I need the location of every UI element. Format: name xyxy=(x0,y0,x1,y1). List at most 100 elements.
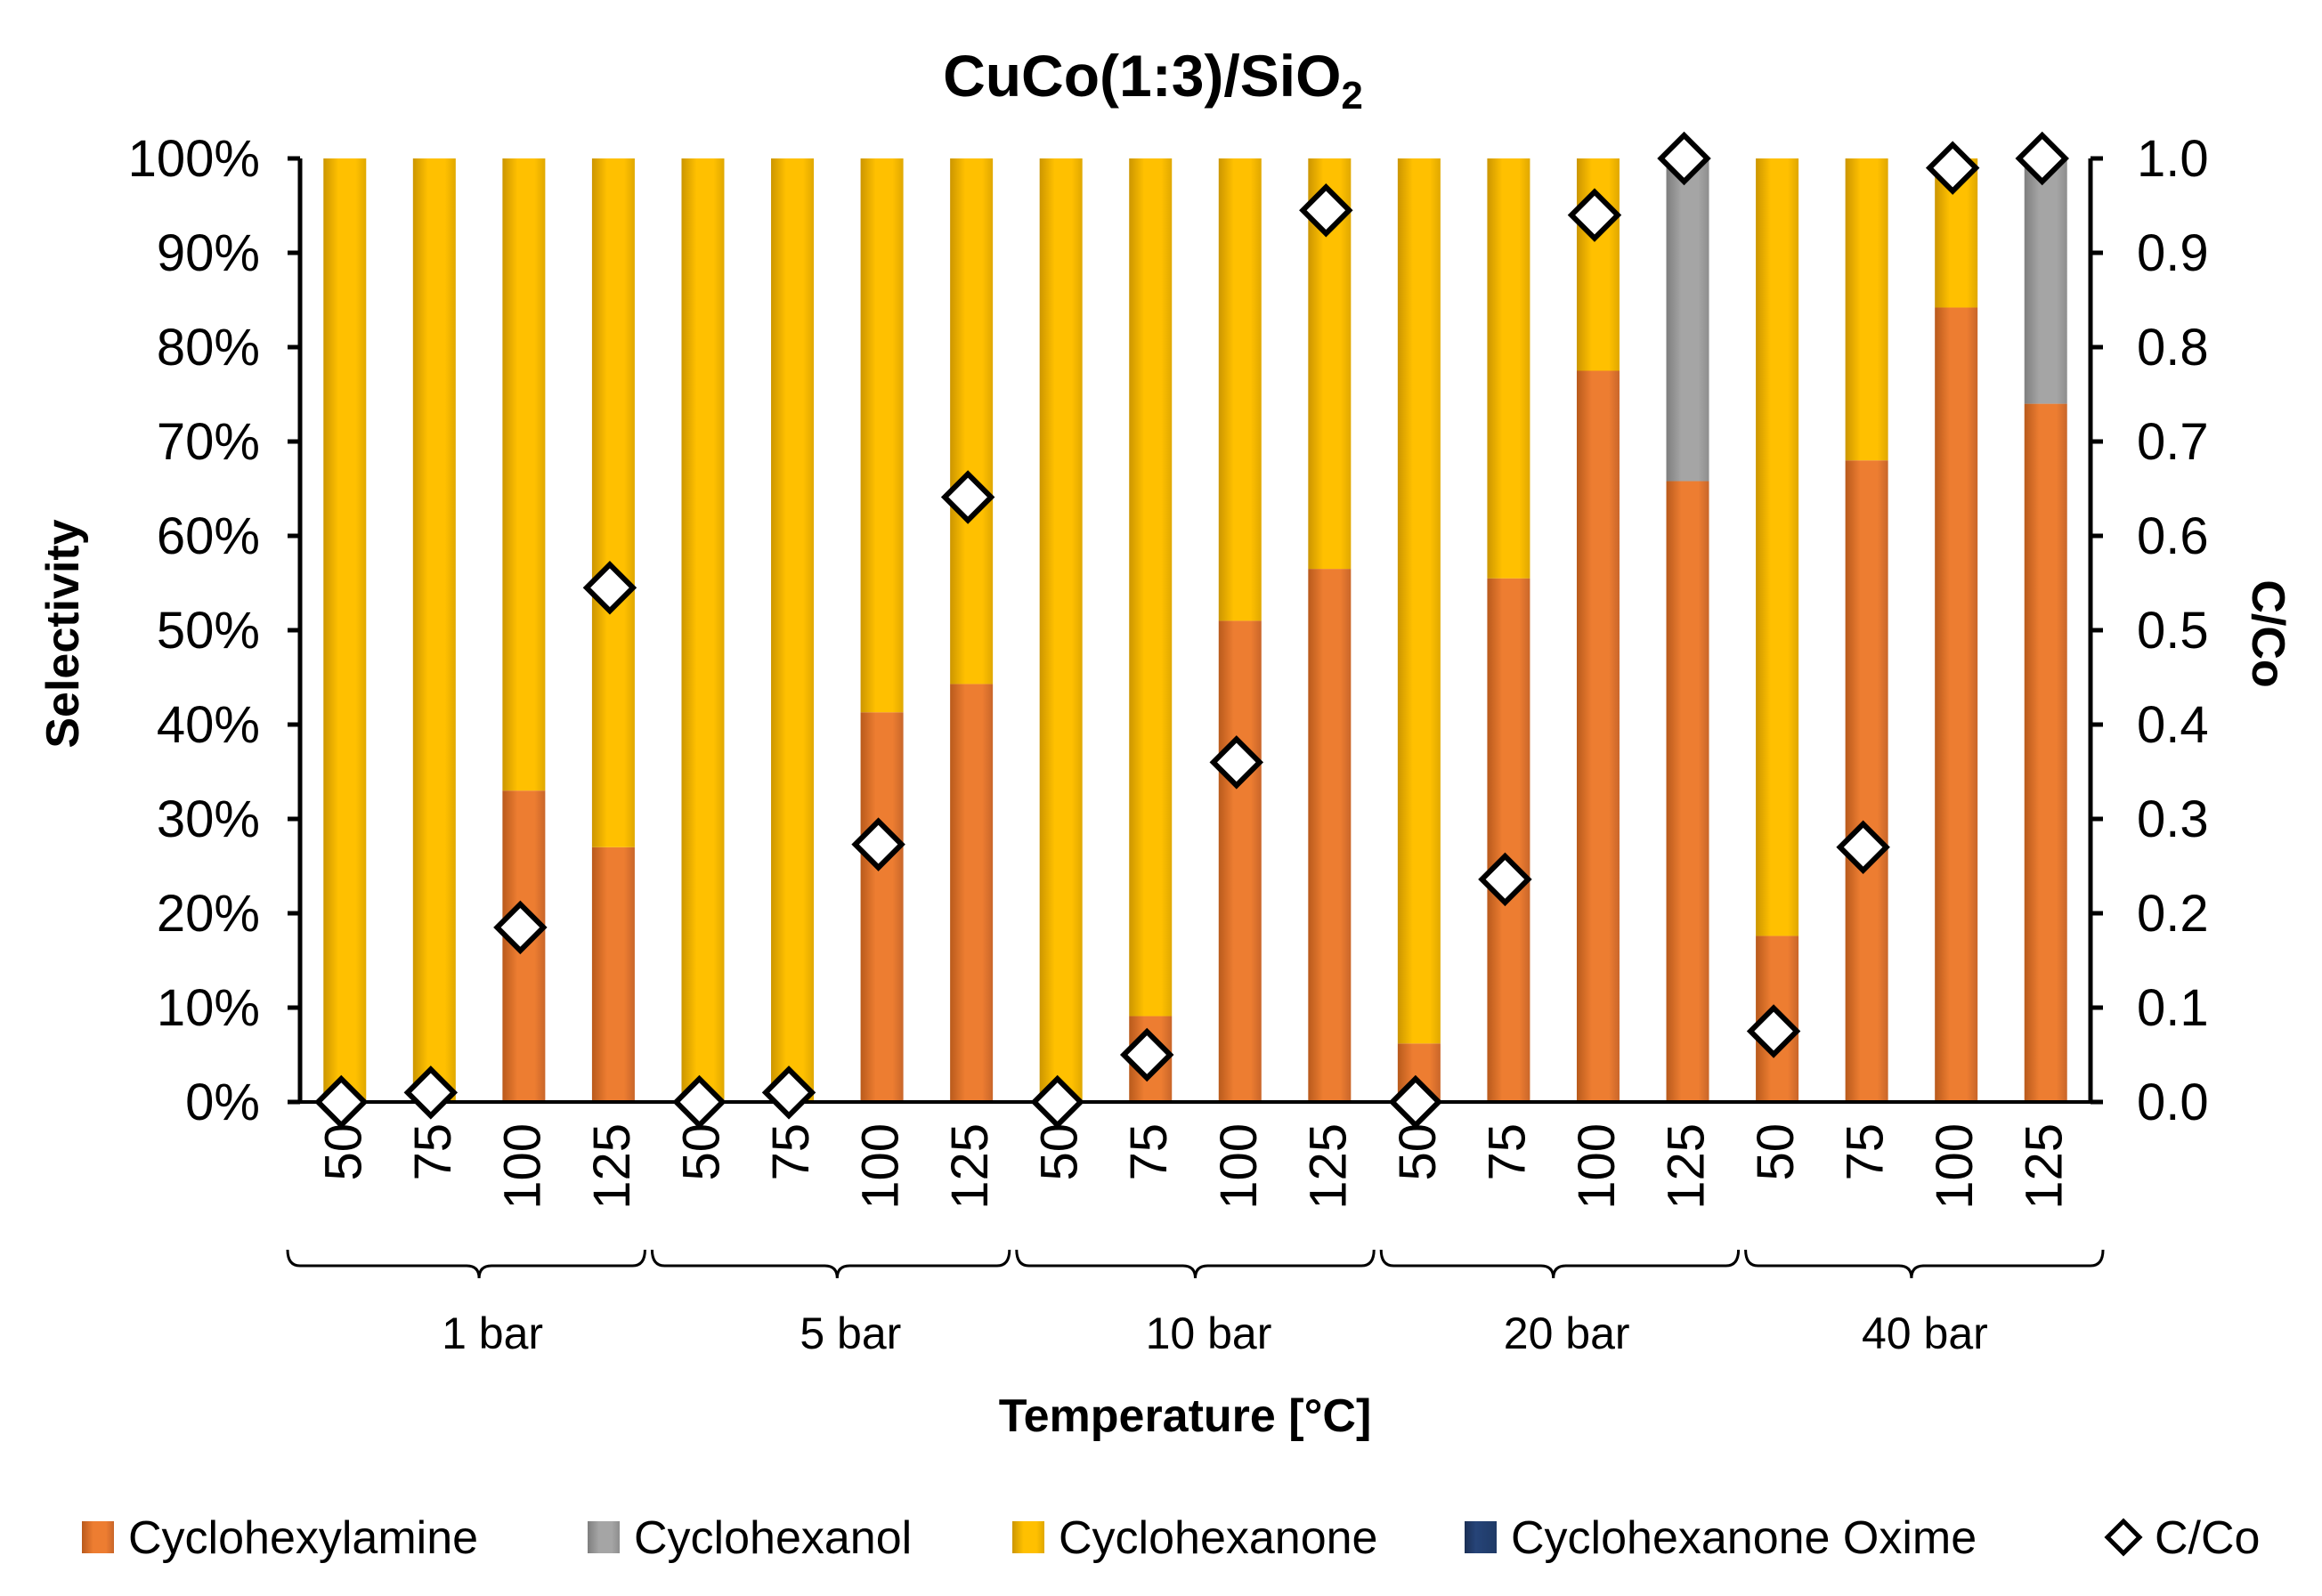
cco-marker-3 xyxy=(493,900,548,955)
y2-axis-title: C/Co xyxy=(2242,579,2294,687)
y2-tick-label-6: 0.6 xyxy=(2137,507,2209,565)
legend-swatch-cyclohexanone-oxime xyxy=(1465,1521,1497,1553)
bar-cyclohexylamine-12 xyxy=(1308,569,1352,1102)
cco-marker-19 xyxy=(1925,141,1980,195)
legend-label-cyclohexanol: Cyclohexanol xyxy=(634,1512,912,1564)
cco-marker-1 xyxy=(314,1074,369,1130)
bar-cyclohexylamine-7 xyxy=(860,712,904,1102)
bar-cyclohexylamine-11 xyxy=(1218,620,1262,1102)
legend-label-cyclohexanone-oxime: Cyclohexanone Oxime xyxy=(1511,1512,1977,1564)
bar-cyclohexylamine-16 xyxy=(1666,481,1709,1102)
cco-marker-12 xyxy=(1299,183,1353,238)
cco-marker-20 xyxy=(2015,131,2069,186)
bar-cyclohexanone-7 xyxy=(860,158,904,713)
x-category-label-7: 100 xyxy=(852,1123,910,1210)
y-tick-label-0: 0% xyxy=(185,1073,260,1131)
y2-tick-label-2: 0.2 xyxy=(2137,885,2209,943)
group-label-3: 10 bar xyxy=(1146,1308,1272,1358)
bar-cyclohexanone-9 xyxy=(1039,158,1083,1102)
x-category-label-15: 100 xyxy=(1568,1123,1626,1210)
group-brace-1 xyxy=(286,1249,646,1279)
chart-title-subscript: 2 xyxy=(1341,74,1362,117)
y-tick-label-5: 50% xyxy=(157,602,260,660)
bars-layer xyxy=(323,158,2067,1103)
cco-marker-16 xyxy=(1657,131,1711,186)
y-tick-label-9: 90% xyxy=(157,224,260,282)
bar-cyclohexanol-20 xyxy=(2024,158,2067,404)
cco-marker-5 xyxy=(672,1074,727,1130)
bar-cyclohexanone-8 xyxy=(950,158,994,685)
bar-cyclohexanone-17 xyxy=(1756,158,1799,936)
y2-tick-label-0: 0.0 xyxy=(2137,1073,2209,1131)
legend-swatch-cyclohexanone xyxy=(1012,1521,1044,1553)
cco-marker-4 xyxy=(582,561,637,615)
chart-title-main: CuCo(1:3)/SiO xyxy=(943,43,1341,109)
y-tick-label-6: 60% xyxy=(157,507,260,565)
legend-label-c-co: C/Co xyxy=(2155,1512,2260,1564)
bar-cyclohexylamine-8 xyxy=(950,684,994,1102)
x-category-label-6: 75 xyxy=(762,1123,820,1181)
legend-label-cyclohexanone: Cyclohexanone xyxy=(1059,1512,1377,1564)
bar-cyclohexylamine-20 xyxy=(2024,403,2067,1103)
y-tick-label-1: 10% xyxy=(157,979,260,1037)
cco-marker-17 xyxy=(1746,1004,1801,1058)
legend-swatch-cyclohexylamine xyxy=(82,1521,114,1553)
x-category-label-5: 50 xyxy=(672,1123,730,1181)
group-label-2: 5 bar xyxy=(800,1308,901,1358)
cco-marker-8 xyxy=(940,470,995,524)
x-category-label-12: 125 xyxy=(1299,1123,1357,1210)
y-tick-label-7: 70% xyxy=(157,413,260,471)
cco-marker-10 xyxy=(1119,1027,1174,1082)
cco-marker-15 xyxy=(1567,188,1622,242)
y2-tick-label-5: 0.5 xyxy=(2137,602,2209,660)
axes-layer xyxy=(297,158,2093,1104)
y2-tick-label-8: 0.8 xyxy=(2137,319,2209,377)
bar-cyclohexylamine-4 xyxy=(591,847,635,1102)
group-brace-3 xyxy=(1015,1249,1376,1279)
bar-cyclohexylamine-14 xyxy=(1487,578,1530,1102)
x-category-label-10: 75 xyxy=(1120,1123,1178,1181)
x-category-label-1: 50 xyxy=(314,1123,372,1181)
bar-cyclohexanone-13 xyxy=(1397,158,1441,1044)
cco-marker-7 xyxy=(851,817,905,871)
legend-swatch-c-co xyxy=(2104,1518,2143,1557)
bar-cyclohexanone-14 xyxy=(1487,158,1530,579)
y-tick-label-8: 80% xyxy=(157,319,260,377)
x-category-label-18: 75 xyxy=(1837,1123,1895,1181)
legend-swatch-cyclohexanol xyxy=(588,1521,620,1553)
y-tick-label-3: 30% xyxy=(157,790,260,848)
bar-cyclohexanone-4 xyxy=(591,158,635,847)
bar-cyclohexanone-5 xyxy=(681,158,725,1102)
x-axis-title: Temperature [°C] xyxy=(999,1390,1372,1442)
y2-tick-label-4: 0.4 xyxy=(2137,696,2209,754)
x-category-label-2: 75 xyxy=(404,1123,462,1181)
group-labels: 1 bar 5 bar 10 bar 20 bar 40 bar xyxy=(286,1249,2105,1358)
bar-cyclohexylamine-15 xyxy=(1576,370,1620,1102)
cco-marker-2 xyxy=(403,1065,459,1120)
x-category-label-3: 100 xyxy=(493,1123,551,1210)
y2-tick-label-9: 0.9 xyxy=(2137,224,2209,282)
x-category-label-13: 50 xyxy=(1389,1123,1447,1181)
cco-marker-18 xyxy=(1836,820,1890,875)
y-tick-label-2: 20% xyxy=(157,885,260,943)
category-labels: 50 75 100 125 50 75 100 125 50 75 100 125 50 75 100 125… xyxy=(314,1123,2073,1210)
legend: Cyclohexylamine Cyclohexanol Cyclohexanone… xyxy=(82,1512,2260,1564)
group-label-1: 1 bar xyxy=(442,1308,543,1358)
bar-cyclohexanone-3 xyxy=(502,158,546,791)
x-category-label-9: 50 xyxy=(1031,1123,1089,1181)
y2-tick-label-10: 1.0 xyxy=(2137,130,2209,188)
cco-marker-6 xyxy=(761,1065,816,1120)
ticks-layer: 0% 10% 20% 30% 40% 50% 60% 70% 80% 90% 100% 0.0 0.1 0… xyxy=(128,130,2209,1131)
bar-cyclohexanone-1 xyxy=(323,158,367,1102)
group-label-5: 40 bar xyxy=(1862,1308,1988,1358)
bar-cyclohexanone-15 xyxy=(1576,158,1620,371)
x-category-label-16: 125 xyxy=(1658,1123,1716,1210)
cco-marker-13 xyxy=(1388,1074,1443,1130)
x-category-label-17: 50 xyxy=(1747,1123,1805,1181)
bar-cyclohexanone-11 xyxy=(1218,158,1262,621)
bar-cyclohexanone-6 xyxy=(771,158,815,1102)
y-tick-label-10: 100% xyxy=(128,130,260,188)
bar-cyclohexanone-2 xyxy=(412,158,456,1102)
cco-marker-9 xyxy=(1030,1074,1084,1130)
